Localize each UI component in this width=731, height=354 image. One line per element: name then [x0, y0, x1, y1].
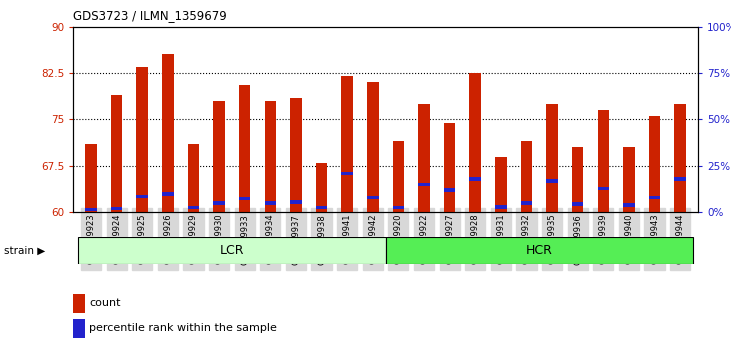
Text: percentile rank within the sample: percentile rank within the sample	[89, 323, 277, 333]
Bar	[495, 205, 507, 209]
Bar	[546, 179, 558, 183]
Bar	[624, 147, 635, 212]
Bar	[162, 192, 174, 195]
Bar	[393, 206, 404, 210]
Bar	[469, 177, 481, 181]
Bar	[290, 200, 302, 204]
Bar	[86, 208, 96, 211]
Bar	[239, 85, 251, 212]
Bar	[290, 98, 302, 212]
Bar	[469, 73, 481, 212]
Bar	[213, 201, 225, 205]
Bar	[675, 177, 686, 181]
Bar	[495, 156, 507, 212]
Bar	[393, 141, 404, 212]
Text: count: count	[89, 298, 121, 308]
Bar	[265, 201, 276, 205]
Text: LCR: LCR	[219, 244, 244, 257]
Bar	[649, 196, 660, 199]
Bar	[367, 196, 379, 199]
Text: GDS3723 / ILMN_1359679: GDS3723 / ILMN_1359679	[73, 9, 227, 22]
FancyBboxPatch shape	[386, 237, 693, 264]
Bar	[111, 207, 122, 210]
Bar	[444, 122, 455, 212]
Bar	[316, 163, 327, 212]
Bar	[188, 144, 200, 212]
Bar	[572, 147, 583, 212]
Bar	[444, 188, 455, 192]
Bar	[213, 101, 225, 212]
Bar	[418, 183, 430, 186]
Bar	[597, 187, 609, 190]
Text: HCR: HCR	[526, 244, 553, 257]
Bar	[162, 55, 174, 212]
Bar	[137, 195, 148, 198]
Bar	[675, 104, 686, 212]
Bar	[137, 67, 148, 212]
Bar	[572, 202, 583, 206]
Bar	[649, 116, 660, 212]
Bar	[341, 172, 353, 175]
Bar	[520, 201, 532, 205]
Bar	[341, 76, 353, 212]
Bar	[239, 197, 251, 200]
FancyBboxPatch shape	[78, 237, 386, 264]
Bar	[111, 95, 122, 212]
Bar	[188, 206, 200, 210]
Bar	[86, 144, 96, 212]
Bar	[418, 104, 430, 212]
Bar	[520, 141, 532, 212]
Bar	[265, 101, 276, 212]
Bar	[546, 104, 558, 212]
Text: strain ▶: strain ▶	[4, 246, 45, 256]
Bar	[597, 110, 609, 212]
Bar	[316, 206, 327, 210]
Bar	[624, 203, 635, 207]
Bar	[367, 82, 379, 212]
